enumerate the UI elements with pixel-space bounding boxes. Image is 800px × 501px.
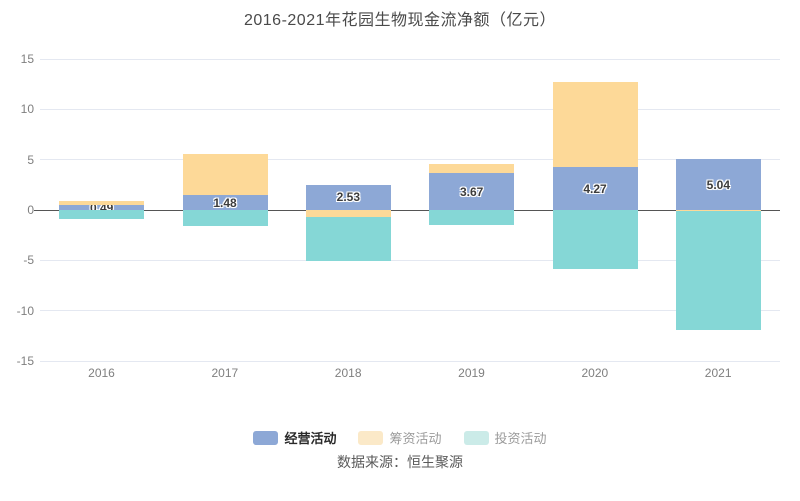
bar-value-label: 1.48 (213, 195, 237, 210)
x-axis-label: 2021 (704, 366, 732, 380)
bar-segment-经营活动-2017[interactable] (182, 195, 268, 210)
bar-segment-经营活动-2018[interactable] (305, 184, 391, 210)
chart-title: 2016-2021年花园生物现金流净额（亿元） (243, 12, 557, 29)
bar-segment-经营活动-2021[interactable] (675, 159, 761, 210)
plot-area: 15 10 5 0 -5 -10 -15 0.49 2016 1.48 2017 2.53 2018 3.… (16, 52, 780, 380)
bar-segment-经营活动-2016[interactable] (59, 205, 145, 210)
bar-segment-筹资活动-2019[interactable] (429, 163, 515, 174)
legend: 经营活动 筹资活动 投资活动 (0, 428, 800, 447)
bar-value-label: 5.04 (706, 177, 730, 192)
bar-segment-经营活动-2019[interactable] (429, 173, 515, 210)
legend-item-investing[interactable]: 投资活动 (463, 428, 547, 447)
legend-swatch (253, 430, 279, 445)
bar-segment-筹资活动-2016[interactable] (59, 201, 145, 206)
bar-segment-经营活动-2020[interactable] (552, 167, 638, 210)
legend-item-label: 投资活动 (494, 431, 547, 446)
legend-swatch (358, 430, 384, 445)
bar-segment-投资活动-2021[interactable] (675, 211, 761, 330)
x-axis-label: 2019 (458, 366, 485, 380)
bar-segment-投资活动-2019[interactable] (429, 210, 515, 226)
bar-segment-投资活动-2017[interactable] (182, 210, 268, 227)
gridline (40, 108, 780, 110)
y-axis-tick-label: -10 (16, 303, 34, 318)
legend-item-label: 筹资活动 (389, 431, 442, 446)
gridline (40, 259, 780, 261)
x-axis-label: 2020 (581, 366, 609, 380)
bar-segment-筹资活动-2018[interactable] (305, 210, 391, 218)
data-source: 数据来源：恒生聚源 (337, 454, 463, 470)
bar-segment-投资活动-2018[interactable] (305, 217, 391, 262)
x-axis-label: 2018 (334, 366, 362, 380)
bar-segment-筹资活动-2021[interactable] (675, 210, 761, 211)
bar-value-label: 3.67 (459, 184, 484, 199)
y-axis-tick-label: 15 (20, 52, 34, 66)
legend-item-operating[interactable]: 经营活动 (253, 428, 336, 447)
legend-swatch (463, 430, 489, 445)
bar-segment-筹资活动-2020[interactable] (552, 82, 638, 167)
gridline (40, 360, 780, 362)
legend-item-financing[interactable]: 筹资活动 (358, 428, 442, 447)
y-axis-tick-label: -15 (16, 354, 34, 368)
bar-segment-投资活动-2016[interactable] (59, 210, 145, 220)
y-axis-tick-label: -5 (23, 253, 34, 268)
gridline (40, 58, 780, 60)
bar-value-label: 4.27 (583, 181, 607, 196)
bar-segment-投资活动-2020[interactable] (552, 210, 638, 270)
gridline (40, 310, 780, 312)
x-axis-label: 2016 (88, 366, 115, 380)
y-axis-tick-label: 0 (27, 203, 34, 217)
y-axis-tick-label: 10 (20, 102, 34, 117)
zero-axis-line (34, 209, 780, 211)
bar-value-label: 2.53 (336, 190, 360, 205)
bar-segment-筹资活动-2017[interactable] (182, 153, 268, 196)
x-axis-label: 2017 (211, 366, 239, 380)
gridline (40, 159, 780, 161)
legend-item-label: 经营活动 (284, 431, 337, 446)
y-axis-tick-label: 5 (27, 152, 34, 167)
